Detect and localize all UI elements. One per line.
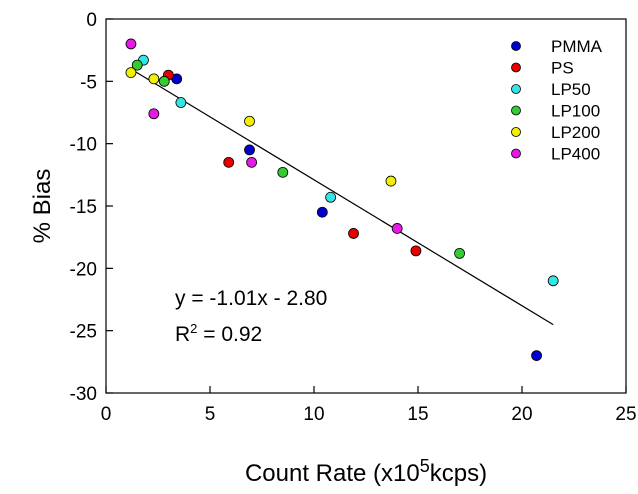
x-axis-title-main: Count Rate (x10 — [245, 460, 420, 487]
r-squared-value: = 0.92 — [197, 323, 262, 346]
y-tick-label: -25 — [70, 322, 97, 343]
y-tick-label: -5 — [80, 72, 97, 93]
point-ps — [348, 228, 359, 239]
point-pmma — [316, 206, 328, 218]
x-tick-label: 15 — [407, 404, 428, 425]
legend-marker-lp100 — [511, 105, 521, 116]
r-squared-superscript: 2 — [190, 321, 197, 336]
point-lp200 — [148, 73, 160, 85]
x-axis-title-unit: kcps) — [430, 460, 487, 487]
plot-area — [105, 18, 627, 394]
legend-marker-lp400 — [511, 148, 521, 159]
legend-label-ps: PS — [551, 59, 574, 78]
trendline — [130, 68, 554, 326]
legend-marker-pmma — [511, 41, 521, 51]
x-tick-label: 25 — [615, 404, 636, 425]
point-lp200 — [385, 175, 397, 187]
point-pmma — [244, 144, 255, 156]
point-lp400 — [125, 38, 137, 50]
x-tick-label: 20 — [511, 404, 532, 425]
data-points — [125, 38, 559, 362]
legend-marker-lp200 — [511, 127, 521, 137]
r-squared-prefix: R — [175, 323, 190, 346]
y-tick-label: -30 — [70, 384, 97, 405]
y-tick-label: -20 — [70, 259, 97, 280]
legend-label-lp100: LP100 — [551, 102, 600, 121]
point-lp400 — [391, 223, 403, 234]
point-lp100 — [454, 247, 466, 259]
legend-label-lp400: LP400 — [551, 145, 600, 164]
legend-label-lp50: LP50 — [551, 80, 591, 99]
legend-label-lp200: LP200 — [551, 123, 600, 142]
legend-label-pmma: PMMA — [551, 37, 603, 56]
x-tick-label: 5 — [205, 404, 216, 425]
point-ps — [410, 245, 422, 257]
point-lp50 — [547, 275, 559, 287]
y-tick-label: -10 — [70, 135, 97, 156]
x-axis-title-superscript: 5 — [420, 456, 430, 476]
y-axis: 0 -5 -10 -15 -20 -25 -30 — [70, 10, 113, 405]
r-squared: R2 = 0.92 — [175, 321, 262, 346]
point-lp50 — [175, 97, 187, 108]
point-lp100 — [131, 59, 143, 71]
legend-marker-lp50 — [511, 84, 521, 94]
point-lp200 — [125, 67, 137, 79]
y-axis-title: % Bias — [29, 169, 56, 244]
legend: PMMA PS LP50 LP100 LP200 LP400 — [511, 37, 603, 164]
point-lp100 — [277, 166, 289, 178]
x-axis-title: Count Rate (x105kcps) — [245, 456, 487, 487]
point-ps — [223, 156, 235, 168]
x-axis: 0 5 10 15 20 25 — [101, 386, 637, 425]
legend-marker-ps — [511, 62, 521, 73]
y-tick-label: 0 — [86, 10, 97, 31]
regression-equation: y = -1.01x - 2.80 — [175, 287, 327, 310]
point-lp50 — [325, 191, 337, 203]
x-tick-label: 10 — [303, 404, 324, 425]
point-lp400 — [148, 108, 160, 120]
point-pmma — [531, 350, 542, 362]
x-tick-label: 0 — [101, 404, 112, 425]
point-lp400 — [246, 156, 258, 168]
point-lp200 — [244, 115, 255, 127]
y-tick-label: -15 — [70, 197, 97, 218]
point-lp100 — [158, 75, 170, 87]
